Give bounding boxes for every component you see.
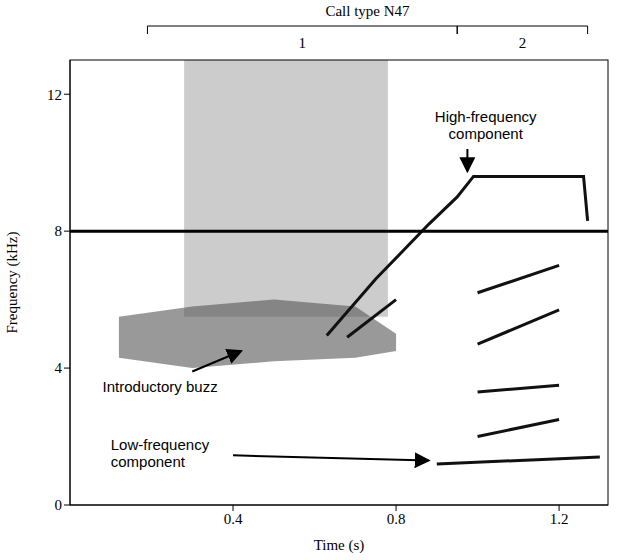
- svg-text:8: 8: [55, 223, 63, 239]
- svg-text:0.8: 0.8: [387, 511, 406, 527]
- svg-text:1: 1: [299, 35, 307, 51]
- svg-text:0: 0: [55, 497, 63, 513]
- svg-text:12: 12: [47, 87, 62, 103]
- svg-text:Low-frequency: Low-frequency: [111, 436, 210, 453]
- svg-text:1.2: 1.2: [550, 511, 569, 527]
- svg-text:Time (s): Time (s): [314, 537, 365, 554]
- svg-text:2: 2: [519, 35, 527, 51]
- svg-text:0.4: 0.4: [224, 511, 243, 527]
- svg-text:Frequency (kHz): Frequency (kHz): [4, 231, 21, 333]
- svg-text:Call type N47: Call type N47: [325, 3, 410, 19]
- svg-text:High-frequency: High-frequency: [435, 108, 537, 125]
- svg-text:4: 4: [55, 360, 63, 376]
- svg-text:Introductory buzz: Introductory buzz: [103, 378, 218, 395]
- svg-text:component: component: [449, 125, 524, 142]
- svg-text:component: component: [111, 453, 186, 470]
